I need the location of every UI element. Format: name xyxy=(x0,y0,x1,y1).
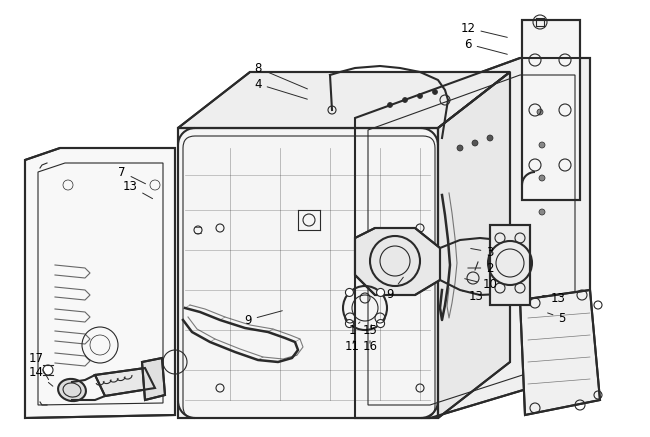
Circle shape xyxy=(43,365,53,375)
Circle shape xyxy=(537,109,543,115)
Circle shape xyxy=(417,94,422,98)
Text: 4: 4 xyxy=(254,77,307,99)
Polygon shape xyxy=(25,148,175,418)
Polygon shape xyxy=(520,290,600,415)
Polygon shape xyxy=(355,58,590,418)
Polygon shape xyxy=(178,128,438,418)
Text: 7: 7 xyxy=(118,166,146,184)
Text: 1: 1 xyxy=(348,322,360,336)
Text: 3: 3 xyxy=(471,246,494,259)
Text: 13: 13 xyxy=(463,289,484,302)
Circle shape xyxy=(457,145,463,151)
Polygon shape xyxy=(490,225,530,305)
Circle shape xyxy=(487,135,493,141)
Circle shape xyxy=(387,103,393,108)
Polygon shape xyxy=(355,228,440,295)
Text: 14: 14 xyxy=(29,365,53,386)
Text: 15: 15 xyxy=(363,323,378,336)
Circle shape xyxy=(539,142,545,148)
Circle shape xyxy=(376,288,385,296)
Text: 13: 13 xyxy=(123,180,153,199)
Polygon shape xyxy=(522,20,580,200)
Circle shape xyxy=(539,209,545,215)
Circle shape xyxy=(345,319,354,328)
Polygon shape xyxy=(142,358,165,400)
Circle shape xyxy=(539,175,545,181)
Text: 10: 10 xyxy=(465,278,497,291)
Circle shape xyxy=(376,319,385,328)
Text: 2: 2 xyxy=(468,261,494,274)
Text: 17: 17 xyxy=(29,351,49,380)
Text: 12: 12 xyxy=(460,21,507,37)
Text: 5: 5 xyxy=(547,312,566,325)
Text: 9: 9 xyxy=(386,277,404,302)
Polygon shape xyxy=(178,72,510,128)
Circle shape xyxy=(345,288,354,296)
Text: 9: 9 xyxy=(244,311,282,326)
Circle shape xyxy=(472,140,478,146)
Text: 6: 6 xyxy=(464,38,507,54)
Text: 13: 13 xyxy=(543,291,566,305)
Circle shape xyxy=(432,90,437,94)
Polygon shape xyxy=(95,368,155,396)
Text: 16: 16 xyxy=(363,340,378,353)
Text: 11: 11 xyxy=(344,340,359,353)
Text: 8: 8 xyxy=(254,62,307,89)
Ellipse shape xyxy=(58,379,86,401)
Polygon shape xyxy=(438,72,510,418)
Circle shape xyxy=(402,97,408,103)
